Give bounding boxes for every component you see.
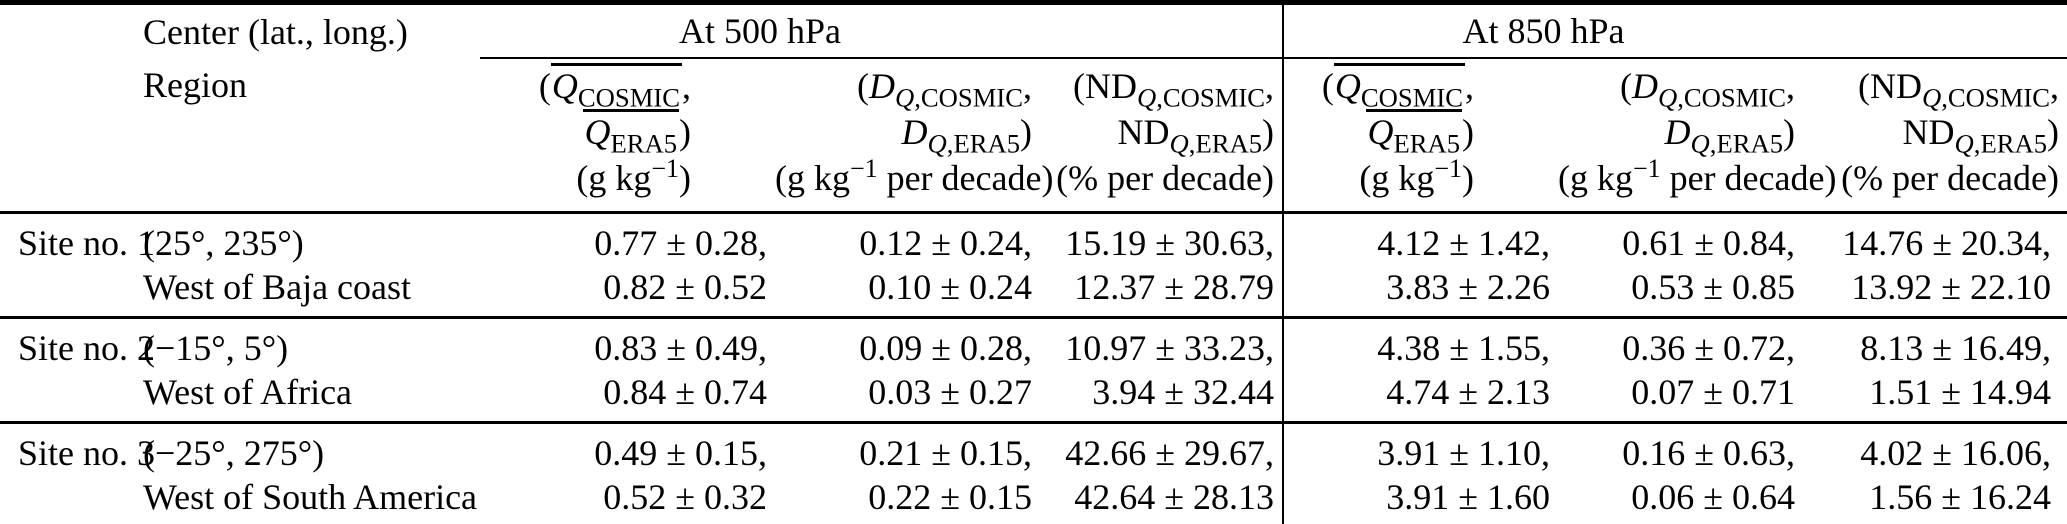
cell-dq-500: 0.21 ± 0.15, 0.22 ± 0.15 <box>775 421 1040 524</box>
center-region-cell: (−15°, 5°) West of Africa <box>143 316 480 423</box>
center-coords: (−25°, 275°) <box>143 433 325 473</box>
col-header-ndq-850: (NDQ,COSMIC, NDQ,ERA5) (% per decade) <box>1803 58 2067 214</box>
cell-dq-850: 0.16 ± 0.63, 0.06 ± 0.64 <box>1558 421 1803 524</box>
cell-qbar-850: 4.38 ± 1.55, 4.74 ± 2.13 <box>1282 316 1558 423</box>
header-unit: (g kg−1 per decade) <box>775 154 1054 198</box>
header-unit: (% per decade) <box>1841 158 2059 198</box>
col-header-dq-850: (DQ,COSMIC, DQ,ERA5) (g kg−1 per decade) <box>1558 58 1837 214</box>
table-row-site-2: Site no. 2 (−15°, 5°) West of Africa 0.8… <box>0 316 2067 423</box>
group-header-500hpa: At 500 hPa <box>480 2 1040 59</box>
cell-qbar-500: 0.49 ± 0.15, 0.52 ± 0.32 <box>480 421 775 524</box>
header-line-2: QERA5) <box>480 109 691 157</box>
header-line-1: (NDQ,COSMIC, <box>1073 66 1274 113</box>
site-label: Site no. 3 <box>0 421 155 524</box>
cell-ndq-850: 14.76 ± 20.34, 13.92 ± 22.10 <box>1842 223 2051 307</box>
table-row-site-3: Site no. 3 (−25°, 275°) West of South Am… <box>0 421 2067 524</box>
cell-qbar-850: 4.12 ± 1.42, 3.83 ± 2.26 <box>1282 212 1558 318</box>
region-name: West of Baja coast <box>143 267 412 307</box>
header-line-1: (NDQ,COSMIC, <box>1858 66 2059 113</box>
cell-qbar-500: 0.83 ± 0.49, 0.84 ± 0.74 <box>480 316 775 423</box>
site-label: Site no. 1 <box>18 223 156 263</box>
table-row-site-1: Site no. 1 (25°, 235°) West of Baja coas… <box>0 212 2067 318</box>
header-unit: (g kg−1) <box>576 154 691 198</box>
header-line-1: (QCOSMIC, <box>480 63 691 111</box>
header-line-2: NDQ,ERA5) <box>1117 112 1274 159</box>
overline-q-era5: QERA5 <box>1366 109 1462 157</box>
header-line-2: DQ,ERA5) <box>901 112 1032 159</box>
col-header-qbar-500: (QCOSMIC, QERA5) (g kg−1) <box>480 58 775 214</box>
header-line-2: DQ,ERA5) <box>1664 112 1795 159</box>
overline-q-cosmic: QCOSMIC <box>550 63 682 111</box>
cell-qbar-850: 3.91 ± 1.10, 3.91 ± 1.60 <box>1282 421 1558 524</box>
col-header-qbar-850: (QCOSMIC, QERA5) (g kg−1) <box>1282 58 1558 214</box>
group-header-850hpa-extension <box>1803 2 2067 59</box>
center-region-cell: (25°, 235°) West of Baja coast <box>143 213 480 318</box>
header-unit: (g kg−1) <box>1359 154 1474 198</box>
header-line-1: (QCOSMIC, <box>1284 63 1474 111</box>
header-line-1: (DQ,COSMIC, <box>857 66 1032 113</box>
region-name: West of South America <box>143 477 478 517</box>
group-header-row: Center (lat., long.) At 500 hPa At 850 h… <box>0 2 2067 59</box>
center-coords: (−15°, 5°) <box>143 328 289 368</box>
col-header-ndq-500: (NDQ,COSMIC, NDQ,ERA5) (% per decade) <box>1040 58 1283 214</box>
header-unit: (g kg−1 per decade) <box>1558 154 1837 198</box>
cell-ndq-500: 15.19 ± 30.63, 12.37 ± 28.79 <box>1065 223 1274 307</box>
group-header-500hpa-extension <box>1040 2 1283 59</box>
cell-dq-500: 0.09 ± 0.28, 0.03 ± 0.27 <box>775 316 1040 423</box>
cell-ndq-500: 42.66 ± 29.67, 42.64 ± 28.13 <box>1040 421 1283 524</box>
header-line-2: NDQ,ERA5) <box>1902 112 2059 159</box>
header-unit: (% per decade) <box>1056 158 1274 198</box>
region-name: West of Africa <box>143 372 353 412</box>
column-header-row: Region (QCOSMIC, QERA5) (g kg−1) (DQ,COS… <box>0 58 2067 214</box>
site-label: Site no. 2 <box>0 316 155 423</box>
col-header-dq-500: (DQ,COSMIC, DQ,ERA5) (g kg−1 per decade) <box>775 58 1054 214</box>
center-region-cell: (−25°, 275°) West of South America <box>143 421 480 524</box>
group-header-850hpa: At 850 hPa <box>1282 2 1803 59</box>
header-line-2: QERA5) <box>1284 109 1474 157</box>
region-column-header: Region <box>143 58 480 214</box>
center-coords: (25°, 235°) <box>143 223 304 263</box>
cell-qbar-500: 0.77 ± 0.28, 0.82 ± 0.52 <box>594 223 767 307</box>
overline-q-cosmic: QCOSMIC <box>1333 63 1465 111</box>
cell-dq-500: 0.12 ± 0.24, 0.10 ± 0.24 <box>859 223 1032 307</box>
corner-spacer-2 <box>0 58 143 214</box>
cell-ndq-850: 4.02 ± 16.06, 1.56 ± 16.24 <box>1803 421 2067 524</box>
cell-dq-850: 0.61 ± 0.84, 0.53 ± 0.85 <box>1622 223 1795 307</box>
cell-ndq-500: 10.97 ± 33.23, 3.94 ± 32.44 <box>1040 316 1283 423</box>
cell-dq-850: 0.36 ± 0.72, 0.07 ± 0.71 <box>1558 316 1803 423</box>
overline-q-era5: QERA5 <box>583 109 679 157</box>
corner-spacer <box>0 3 143 59</box>
cell-ndq-850: 8.13 ± 16.49, 1.51 ± 14.94 <box>1803 316 2067 423</box>
header-line-1: (DQ,COSMIC, <box>1620 66 1795 113</box>
center-column-header: Center (lat., long.) <box>143 11 408 52</box>
